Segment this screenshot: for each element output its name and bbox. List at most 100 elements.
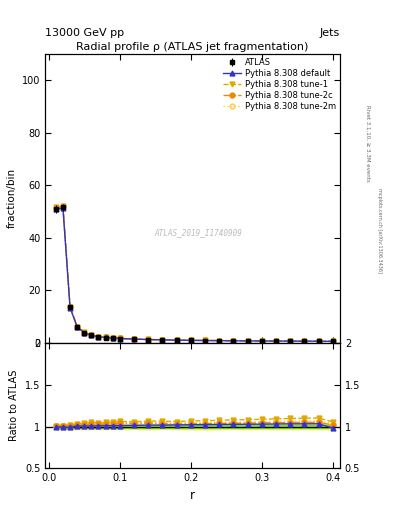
Pythia 8.308 default bbox=[82, 330, 86, 336]
Pythia 8.308 tune-1 bbox=[203, 337, 208, 344]
Pythia 8.308 tune-2m bbox=[160, 337, 165, 343]
Pythia 8.308 tune-2m bbox=[288, 338, 292, 344]
Pythia 8.308 tune-2c bbox=[259, 338, 264, 344]
Pythia 8.308 default bbox=[89, 332, 94, 338]
Text: mcplots.cern.ch [arXiv:1306.3436]: mcplots.cern.ch [arXiv:1306.3436] bbox=[377, 188, 382, 273]
Pythia 8.308 tune-1 bbox=[96, 333, 101, 339]
Pythia 8.308 tune-2c bbox=[188, 337, 193, 344]
Pythia 8.308 default bbox=[61, 205, 65, 211]
Pythia 8.308 tune-2m bbox=[146, 336, 151, 343]
Pythia 8.308 tune-1 bbox=[146, 336, 151, 343]
Text: Jets: Jets bbox=[320, 28, 340, 38]
Pythia 8.308 tune-2m bbox=[89, 332, 94, 338]
Pythia 8.308 default bbox=[174, 337, 179, 343]
Pythia 8.308 tune-2c bbox=[245, 338, 250, 344]
Pythia 8.308 tune-2c bbox=[302, 338, 307, 344]
Pythia 8.308 tune-1 bbox=[231, 337, 236, 344]
Pythia 8.308 tune-2m bbox=[75, 324, 79, 330]
Pythia 8.308 tune-2c bbox=[203, 337, 208, 344]
Pythia 8.308 tune-2m bbox=[96, 333, 101, 339]
Pythia 8.308 tune-1 bbox=[188, 337, 193, 344]
Pythia 8.308 default bbox=[146, 336, 151, 343]
Pythia 8.308 tune-2c bbox=[288, 338, 292, 344]
X-axis label: r: r bbox=[190, 489, 195, 502]
Pythia 8.308 default bbox=[96, 334, 101, 340]
Pythia 8.308 tune-2m bbox=[53, 205, 58, 211]
Pythia 8.308 tune-1 bbox=[68, 304, 72, 310]
Pythia 8.308 tune-2m bbox=[110, 335, 115, 341]
Pythia 8.308 tune-2c bbox=[68, 304, 72, 310]
Pythia 8.308 default bbox=[274, 338, 278, 344]
Pythia 8.308 default bbox=[203, 337, 208, 344]
Pythia 8.308 tune-2c bbox=[331, 338, 335, 345]
Text: Rivet 3.1.10, ≥ 3.3M events: Rivet 3.1.10, ≥ 3.3M events bbox=[365, 105, 370, 182]
Pythia 8.308 tune-2c bbox=[274, 338, 278, 344]
Pythia 8.308 default bbox=[231, 338, 236, 344]
Pythia 8.308 default bbox=[118, 335, 122, 342]
Pythia 8.308 default bbox=[245, 338, 250, 344]
Pythia 8.308 tune-1 bbox=[61, 203, 65, 209]
Pythia 8.308 tune-1 bbox=[274, 338, 278, 344]
Pythia 8.308 tune-2m bbox=[82, 330, 86, 336]
Pythia 8.308 default bbox=[132, 336, 136, 342]
Pythia 8.308 tune-1 bbox=[160, 337, 165, 343]
Pythia 8.308 tune-1 bbox=[331, 338, 335, 345]
Pythia 8.308 tune-2c bbox=[89, 332, 94, 338]
Pythia 8.308 tune-1 bbox=[245, 338, 250, 344]
Pythia 8.308 tune-2m bbox=[245, 338, 250, 344]
Pythia 8.308 default bbox=[288, 338, 292, 344]
Pythia 8.308 tune-2m bbox=[231, 337, 236, 344]
Pythia 8.308 tune-1 bbox=[75, 324, 79, 330]
Pythia 8.308 tune-1 bbox=[110, 335, 115, 341]
Title: Radial profile ρ (ATLAS jet fragmentation): Radial profile ρ (ATLAS jet fragmentatio… bbox=[76, 41, 309, 52]
Pythia 8.308 default bbox=[331, 338, 335, 345]
Line: Pythia 8.308 tune-2c: Pythia 8.308 tune-2c bbox=[53, 204, 335, 344]
Y-axis label: fraction/bin: fraction/bin bbox=[6, 168, 17, 228]
Pythia 8.308 tune-1 bbox=[89, 332, 94, 338]
Pythia 8.308 tune-2m bbox=[103, 334, 108, 340]
Pythia 8.308 tune-2c bbox=[103, 334, 108, 340]
Pythia 8.308 tune-2c bbox=[146, 336, 151, 343]
Pythia 8.308 tune-2m bbox=[68, 304, 72, 310]
Pythia 8.308 tune-2c bbox=[174, 337, 179, 343]
Pythia 8.308 tune-2m bbox=[188, 337, 193, 344]
Pythia 8.308 tune-2m bbox=[118, 335, 122, 342]
Pythia 8.308 default bbox=[103, 334, 108, 340]
Pythia 8.308 tune-2c bbox=[61, 204, 65, 210]
Pythia 8.308 tune-2m bbox=[259, 338, 264, 344]
Pythia 8.308 tune-2c bbox=[118, 335, 122, 342]
Pythia 8.308 tune-2c bbox=[53, 205, 58, 211]
Pythia 8.308 tune-2m bbox=[302, 338, 307, 344]
Pythia 8.308 default bbox=[259, 338, 264, 344]
Pythia 8.308 default bbox=[53, 206, 58, 212]
Pythia 8.308 tune-2m bbox=[316, 338, 321, 344]
Pythia 8.308 tune-1 bbox=[259, 338, 264, 344]
Pythia 8.308 tune-2c bbox=[75, 324, 79, 330]
Pythia 8.308 tune-2c bbox=[82, 330, 86, 336]
Pythia 8.308 tune-1 bbox=[302, 338, 307, 344]
Pythia 8.308 tune-2c bbox=[316, 338, 321, 344]
Pythia 8.308 tune-1 bbox=[53, 204, 58, 210]
Pythia 8.308 tune-2c bbox=[217, 337, 222, 344]
Pythia 8.308 tune-2c bbox=[231, 338, 236, 344]
Pythia 8.308 default bbox=[302, 338, 307, 344]
Pythia 8.308 tune-2m bbox=[331, 338, 335, 345]
Pythia 8.308 default bbox=[188, 337, 193, 344]
Line: Pythia 8.308 tune-2m: Pythia 8.308 tune-2m bbox=[53, 204, 335, 344]
Line: Pythia 8.308 default: Pythia 8.308 default bbox=[53, 206, 335, 344]
Legend: ATLAS, Pythia 8.308 default, Pythia 8.308 tune-1, Pythia 8.308 tune-2c, Pythia 8: ATLAS, Pythia 8.308 default, Pythia 8.30… bbox=[221, 56, 338, 113]
Pythia 8.308 default bbox=[75, 324, 79, 330]
Pythia 8.308 tune-1 bbox=[132, 336, 136, 342]
Pythia 8.308 tune-2c bbox=[110, 335, 115, 341]
Pythia 8.308 default bbox=[68, 305, 72, 311]
Pythia 8.308 tune-2m bbox=[61, 203, 65, 209]
Y-axis label: Ratio to ATLAS: Ratio to ATLAS bbox=[9, 370, 19, 441]
Text: 13000 GeV pp: 13000 GeV pp bbox=[45, 28, 124, 38]
Pythia 8.308 tune-1 bbox=[316, 338, 321, 344]
Pythia 8.308 tune-2m bbox=[203, 337, 208, 344]
Pythia 8.308 tune-2m bbox=[274, 338, 278, 344]
Pythia 8.308 default bbox=[110, 335, 115, 341]
Pythia 8.308 tune-2m bbox=[132, 336, 136, 342]
Pythia 8.308 default bbox=[316, 338, 321, 344]
Text: ATLAS_2019_I1740909: ATLAS_2019_I1740909 bbox=[154, 228, 242, 238]
